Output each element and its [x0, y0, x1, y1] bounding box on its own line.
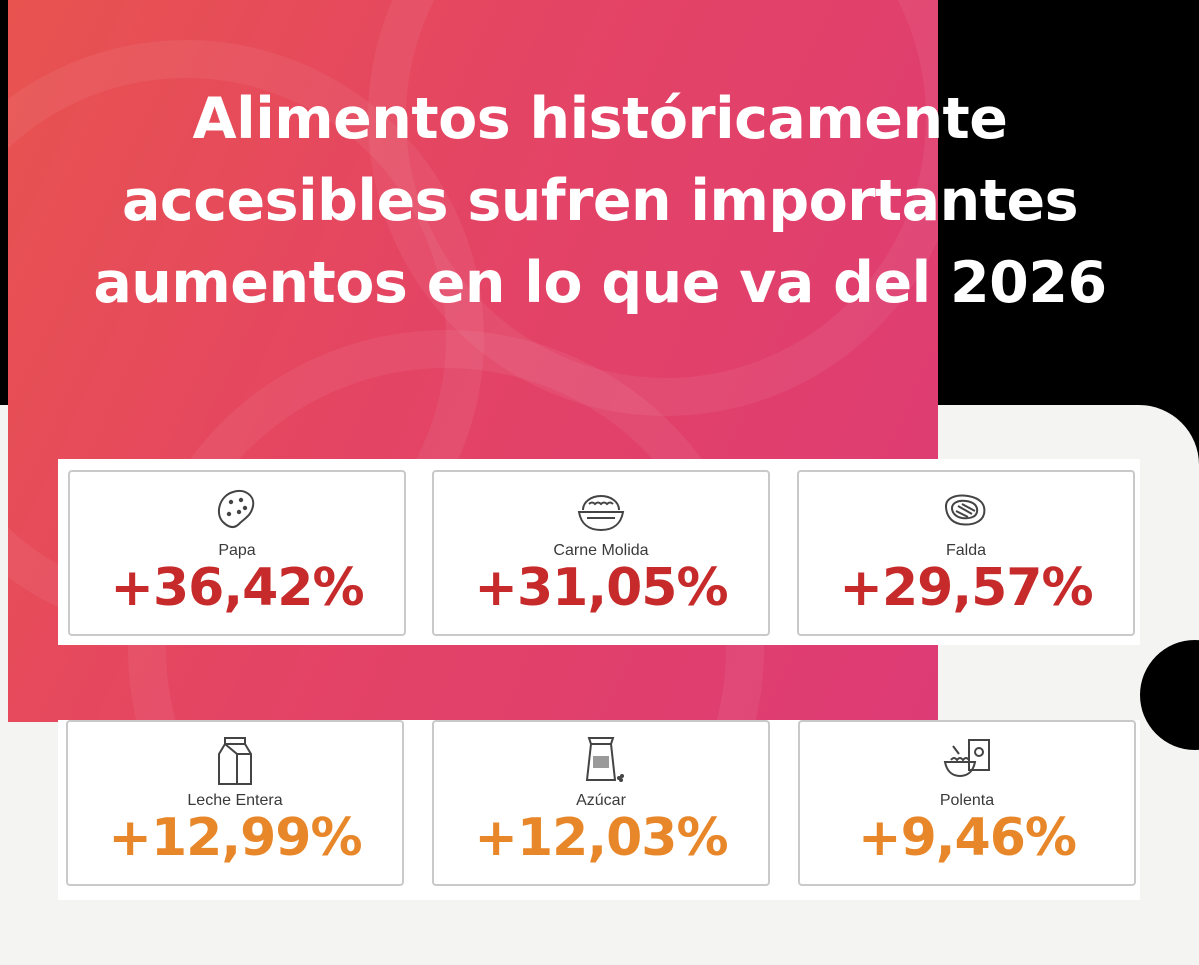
item-percentage: +12,03% [474, 808, 728, 868]
card-leche-entera: Leche Entera +12,99% [66, 720, 404, 886]
card-polenta: Polenta +9,46% [798, 720, 1136, 886]
sugar-bag-icon [585, 737, 624, 782]
item-percentage: +31,05% [474, 558, 728, 618]
card-falda: Falda +29,57% [797, 470, 1135, 636]
item-name: Leche Entera [187, 792, 283, 809]
headline: Alimentos históricamente accesibles sufr… [40, 78, 1160, 324]
headline-line-2: accesibles sufren importantes [121, 168, 1079, 234]
card-azucar: Azúcar +12,03% [432, 720, 770, 886]
card-carne-molida: Carne Molida +31,05% [432, 470, 770, 636]
card-papa: Papa +36,42% [68, 470, 406, 636]
polenta-bowl-icon [943, 739, 990, 778]
potato-icon [217, 490, 255, 529]
item-name: Carne Molida [553, 542, 649, 559]
item-percentage: +29,57% [839, 558, 1093, 618]
ground-meat-bowl-icon [577, 494, 625, 532]
headline-line-1: Alimentos históricamente [192, 86, 1008, 152]
steak-icon [944, 494, 986, 526]
item-name: Falda [945, 542, 987, 559]
item-percentage: +36,42% [110, 558, 364, 618]
headline-line-3: aumentos en lo que va del 2026 [93, 250, 1107, 316]
milk-carton-icon [218, 737, 252, 785]
item-name: Polenta [939, 792, 995, 809]
item-name: Papa [218, 542, 256, 559]
item-percentage: +12,99% [108, 808, 362, 868]
item-name: Azúcar [576, 792, 626, 809]
item-percentage: +9,46% [858, 808, 1077, 868]
